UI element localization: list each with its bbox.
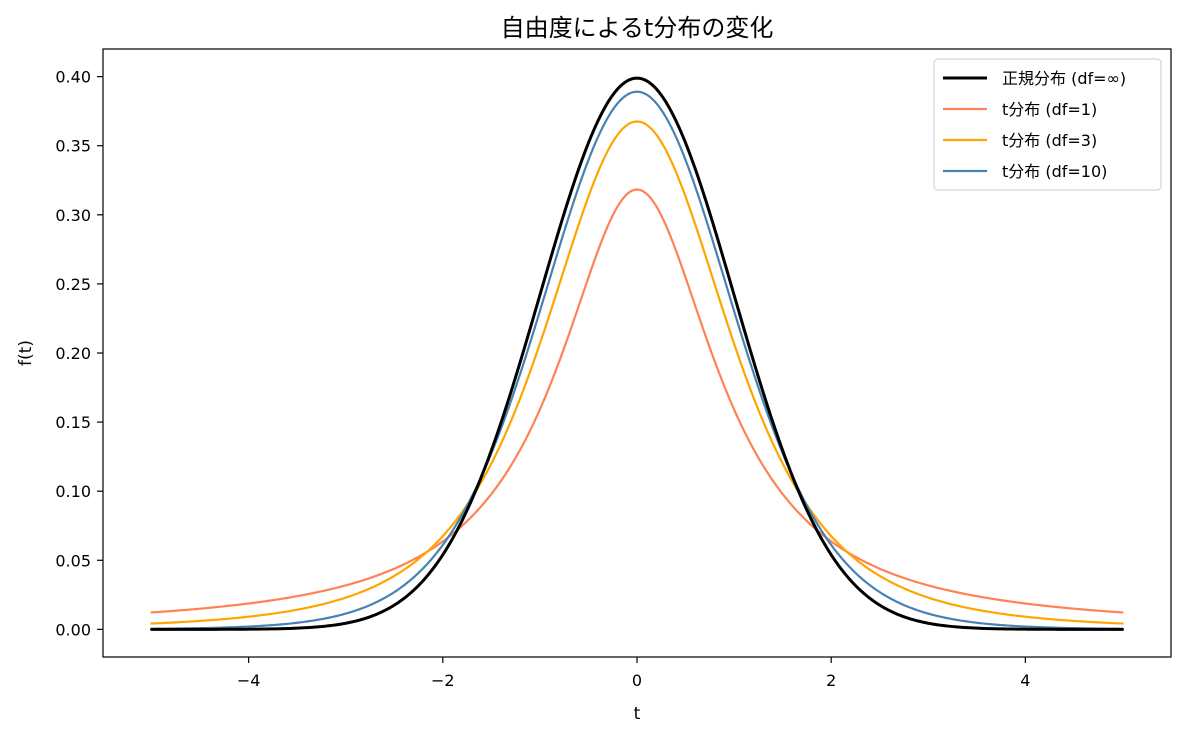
chart-title: 自由度によるt分布の変化 bbox=[501, 14, 774, 42]
y-tick-label: 0.00 bbox=[55, 620, 91, 639]
y-axis-label: f(t) bbox=[16, 340, 36, 366]
legend-entry: t分布 (df=10) bbox=[1002, 162, 1107, 181]
x-tick-label: 0 bbox=[632, 671, 642, 690]
x-tick-label: 2 bbox=[826, 671, 836, 690]
y-tick-label: 0.35 bbox=[55, 137, 91, 156]
x-tick-label: −4 bbox=[237, 671, 261, 690]
legend: 正規分布 (df=∞) t分布 (df=1) t分布 (df=3) t分布 (df=1… bbox=[933, 58, 1162, 191]
legend-entry: t分布 (df=1) bbox=[1002, 100, 1097, 119]
plot-area bbox=[150, 76, 1124, 631]
y-tick-label: 0.40 bbox=[55, 68, 91, 87]
y-tick-label: 0.30 bbox=[55, 206, 91, 225]
legend-box bbox=[933, 58, 1162, 191]
series-line-df-3 bbox=[150, 120, 1124, 625]
series-line-df-1 bbox=[150, 188, 1124, 614]
legend-entry: 正規分布 (df=∞) bbox=[1002, 69, 1126, 88]
y-axis: 0.00 0.05 0.10 0.15 0.20 0.25 0.30 0.35 0.40 bbox=[55, 68, 103, 639]
y-tick-label: 0.25 bbox=[55, 275, 91, 294]
y-tick-label: 0.10 bbox=[55, 482, 91, 501]
series-line-df-inf bbox=[150, 76, 1124, 631]
x-tick-label: 4 bbox=[1020, 671, 1030, 690]
y-tick-label: 0.15 bbox=[55, 413, 91, 432]
x-tick-label: −2 bbox=[431, 671, 455, 690]
x-axis-label: t bbox=[634, 704, 641, 724]
x-axis: −4 −2 0 2 4 bbox=[237, 657, 1030, 690]
legend-entry: t分布 (df=3) bbox=[1002, 131, 1097, 150]
series-line-df-10 bbox=[150, 90, 1124, 630]
y-tick-label: 0.05 bbox=[55, 551, 91, 570]
y-tick-label: 0.20 bbox=[55, 344, 91, 363]
